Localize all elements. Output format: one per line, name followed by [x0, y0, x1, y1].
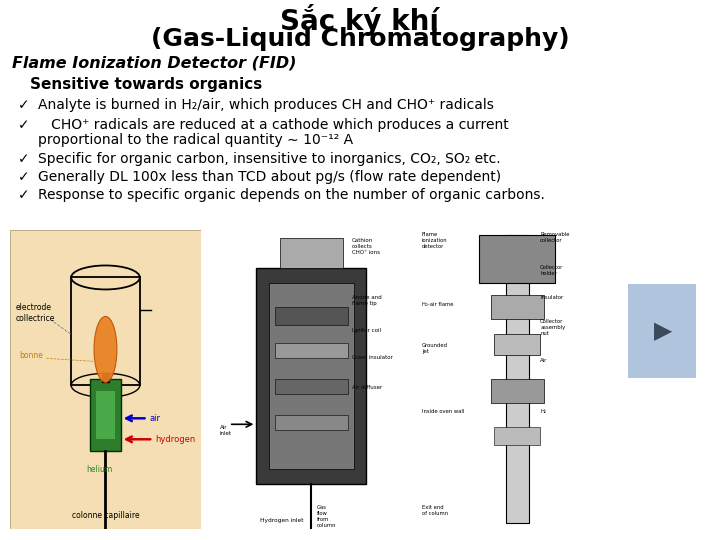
Text: air: air — [149, 414, 161, 423]
Text: hydrogen: hydrogen — [155, 435, 195, 444]
Text: Insulator: Insulator — [540, 295, 564, 300]
Text: ✓: ✓ — [18, 118, 30, 132]
Text: Gas
flow
from
column: Gas flow from column — [317, 505, 336, 528]
Text: CHO⁺ radicals are reduced at a cathode which produces a current: CHO⁺ radicals are reduced at a cathode w… — [38, 118, 509, 132]
Text: Anode and
flame tip: Anode and flame tip — [352, 295, 382, 306]
Text: Generally DL 100x less than TCD about pg/s (flow rate dependent): Generally DL 100x less than TCD about pg… — [38, 170, 501, 184]
FancyBboxPatch shape — [102, 373, 109, 382]
Text: Removable
collector: Removable collector — [540, 233, 570, 244]
Text: Ignitor coil: Ignitor coil — [352, 328, 381, 333]
FancyBboxPatch shape — [96, 392, 115, 440]
Text: ▶: ▶ — [654, 319, 672, 343]
Text: ✓: ✓ — [18, 152, 30, 166]
Text: Specific for organic carbon, insensitive to inorganics, CO₂, SO₂ etc.: Specific for organic carbon, insensitive… — [38, 152, 500, 166]
Text: (Gas-Liquid Chromatography): (Gas-Liquid Chromatography) — [150, 27, 570, 51]
FancyBboxPatch shape — [10, 230, 201, 529]
FancyBboxPatch shape — [280, 239, 343, 268]
FancyBboxPatch shape — [256, 268, 366, 484]
Text: Collector
holder: Collector holder — [540, 266, 564, 276]
FancyBboxPatch shape — [90, 379, 121, 451]
FancyBboxPatch shape — [495, 334, 540, 355]
Text: Air: Air — [540, 359, 548, 363]
FancyBboxPatch shape — [626, 282, 698, 380]
Text: Inside oven wall: Inside oven wall — [422, 409, 464, 414]
Text: Flame Ionization Detector (FID): Flame Ionization Detector (FID) — [12, 56, 297, 71]
FancyBboxPatch shape — [480, 235, 556, 284]
FancyBboxPatch shape — [490, 295, 544, 319]
Text: Flame
ionization
detector: Flame ionization detector — [422, 233, 448, 249]
Text: Air diffuser: Air diffuser — [352, 386, 382, 390]
Text: Exit end
of column: Exit end of column — [422, 505, 448, 516]
Text: proportional to the radical quantity ∼ 10⁻¹² A: proportional to the radical quantity ∼ 1… — [38, 133, 353, 147]
FancyBboxPatch shape — [275, 379, 348, 394]
Text: Air
inlet: Air inlet — [220, 425, 232, 436]
Text: Collector
assembly
nut: Collector assembly nut — [540, 319, 565, 336]
Text: electrode
collectrice: electrode collectrice — [16, 303, 55, 323]
Text: H₂-air flame: H₂-air flame — [422, 302, 454, 307]
Text: Glass insulator: Glass insulator — [352, 355, 392, 360]
FancyBboxPatch shape — [495, 427, 540, 446]
Text: H₂: H₂ — [540, 409, 546, 414]
Text: Cathion
collects
CHO⁺ ions: Cathion collects CHO⁺ ions — [352, 239, 379, 255]
Text: Hydrogen inlet: Hydrogen inlet — [260, 518, 304, 523]
FancyBboxPatch shape — [275, 343, 348, 359]
Text: helium: helium — [86, 465, 112, 474]
FancyBboxPatch shape — [269, 284, 354, 469]
FancyBboxPatch shape — [490, 379, 544, 403]
FancyBboxPatch shape — [275, 415, 348, 430]
FancyBboxPatch shape — [506, 235, 528, 523]
Text: colonne capillaire: colonne capillaire — [72, 511, 139, 520]
Text: bonne: bonne — [19, 351, 43, 360]
Text: ✓: ✓ — [18, 170, 30, 184]
Ellipse shape — [94, 316, 117, 382]
Text: Analyte is burned in H₂/air, which produces CH and CHO⁺ radicals: Analyte is burned in H₂/air, which produ… — [38, 98, 494, 112]
Text: Sensitive towards organics: Sensitive towards organics — [30, 77, 262, 92]
Text: Sắc ký khí: Sắc ký khí — [281, 4, 439, 36]
Text: ✓: ✓ — [18, 188, 30, 202]
FancyBboxPatch shape — [275, 307, 348, 326]
Text: ✓: ✓ — [18, 98, 30, 112]
Text: Grounded
jet: Grounded jet — [422, 343, 448, 354]
Text: Response to specific organic depends on the number of organic carbons.: Response to specific organic depends on … — [38, 188, 545, 202]
